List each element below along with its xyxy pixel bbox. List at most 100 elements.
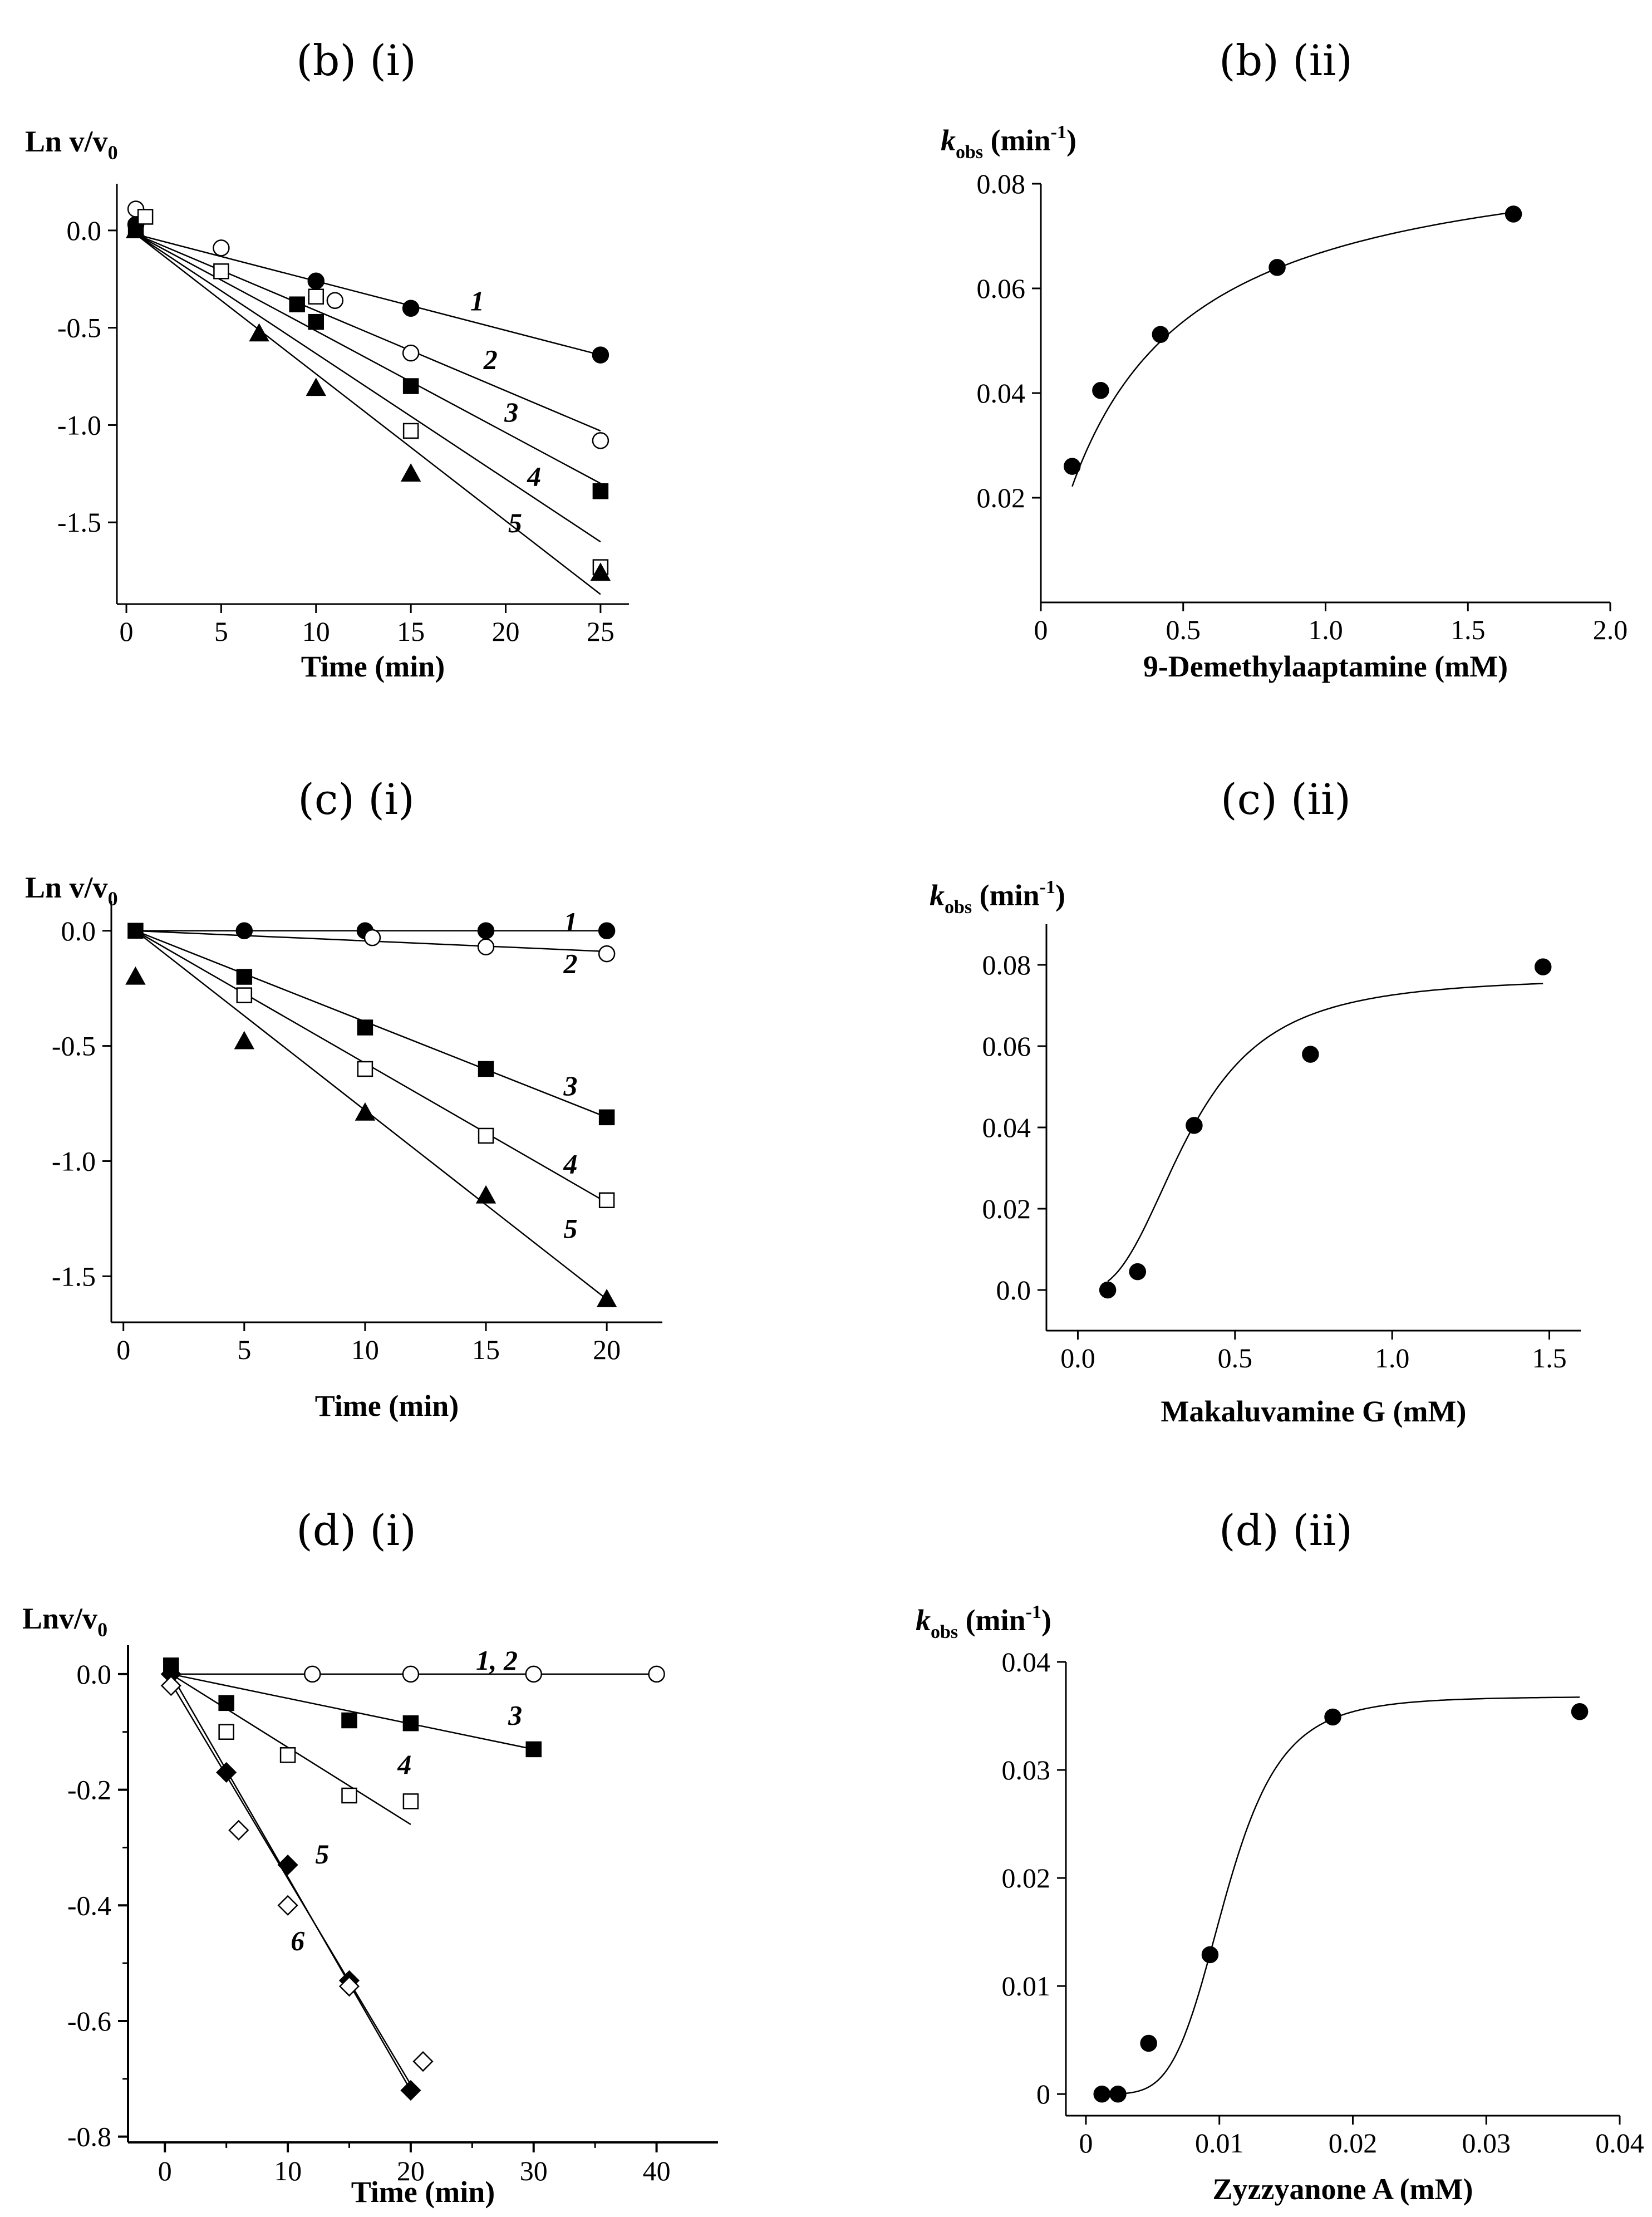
y-axis-label-sub-d-i: 0 <box>97 1618 107 1641</box>
y-axis-label-unit-b-ii: (min <box>983 124 1051 157</box>
data-point-c-i-series-4-2 <box>478 1127 494 1144</box>
data-point-d-i-series-4-2 <box>341 1787 357 1804</box>
data-point-d-i-series-6-0 <box>160 1675 181 1696</box>
y-tick-label-b-i--0-5: -0.5 <box>57 312 101 344</box>
y-axis-label-close-d-ii: ) <box>1041 1603 1051 1637</box>
y-tick-label-c-ii-0-02: 0.02 <box>982 1193 1031 1224</box>
data-point-c-i-series-1-3 <box>598 922 616 940</box>
y-axis-label-c-i: Ln v/v0 <box>25 871 118 910</box>
y-tick-label-d-ii-0-01: 0.01 <box>1002 1970 1051 2002</box>
y-tick-label-b-ii-0-08: 0.08 <box>977 168 1026 199</box>
data-point-c-i-series-3-4 <box>598 1109 615 1126</box>
data-point-b-i-series-2-4 <box>592 432 609 449</box>
data-point-b-i-series-5-3 <box>400 463 421 482</box>
y-tick-label-b-ii-0-04: 0.04 <box>977 377 1026 409</box>
x-tick-label-d-ii-0: 0 <box>1079 2127 1093 2159</box>
series-label-b-i-series-1: 1 <box>470 286 484 317</box>
y-axis-label-sub-d-ii: obs <box>931 1622 958 1642</box>
data-point-c-i-series-5-3 <box>475 1185 496 1204</box>
y-axis-label-k-b-ii: k <box>941 124 956 157</box>
x-tick-label-d-i-10: 10 <box>274 2155 302 2186</box>
y-axis-label-k-d-ii: k <box>916 1603 931 1637</box>
y-axis-label-main-d-i: Lnv/v <box>22 1602 97 1635</box>
x-axis-label-c-ii: Makaluvamine G (mM) <box>1161 1395 1467 1428</box>
data-point-d-i-series-6-4 <box>412 2051 434 2072</box>
y-axis-label-d-ii: kobs (min-1) <box>916 1602 1051 1642</box>
series-label-c-i-series-5: 5 <box>564 1213 578 1244</box>
x-tick-label-c-ii-1: 1.0 <box>1375 1342 1410 1374</box>
data-point-d-ii-5 <box>1571 1703 1589 1720</box>
data-point-d-i-series-6-2 <box>277 1895 298 1916</box>
data-point-c-i-series-4-0 <box>236 987 253 1003</box>
data-point-b-i-series-5-0 <box>125 220 146 239</box>
x-tick-label-b-ii-1-5: 1.5 <box>1451 614 1486 645</box>
series-label-d-i-series-6: 6 <box>291 1925 304 1956</box>
x-tick-label-b-i-25: 25 <box>587 616 614 647</box>
x-axis-label-b-i: Time (min) <box>301 650 445 683</box>
data-point-b-i-series-3-4 <box>592 483 609 499</box>
y-axis-label-sup-c-ii: -1 <box>1040 877 1055 897</box>
data-point-b-i-series-2-2 <box>326 292 344 309</box>
series-label-b-i-series-2: 2 <box>483 344 498 375</box>
x-tick-label-d-ii-0-03: 0.03 <box>1462 2127 1511 2159</box>
x-tick-label-b-ii-1: 1.0 <box>1308 614 1343 645</box>
data-point-c-i-series-3-2 <box>357 1019 373 1036</box>
x-tick-label-d-ii-0-01: 0.01 <box>1195 2127 1244 2159</box>
data-point-c-i-series-1-0 <box>235 922 253 940</box>
x-tick-label-b-i-5: 5 <box>214 616 228 647</box>
chart-d-ii: 0 0.01 0.02 0.03 0.04 0 0.01 0.02 0.03 0.04 Zyzzya… <box>916 1602 1644 2206</box>
series-label-c-i-series-2: 2 <box>563 948 578 979</box>
data-point-d-i-series-3-3 <box>402 1715 419 1732</box>
y-axis-label-c-ii: kobs (min-1) <box>930 877 1065 918</box>
data-point-d-i-series-6-3 <box>338 1976 360 1997</box>
y-axis-label-sup-d-ii: -1 <box>1026 1602 1041 1622</box>
series-label-d-i-series-1-2: 1, 2 <box>476 1645 518 1676</box>
y-tick-label-d-i-0: 0.0 <box>77 1659 112 1690</box>
fit-line-b-i-series-4 <box>135 233 601 543</box>
x-axis-label-d-ii: Zyzzyanone A (mM) <box>1213 2172 1473 2206</box>
data-point-d-ii-4 <box>1324 1708 1341 1726</box>
data-point-c-i-series-5-4 <box>596 1288 617 1307</box>
data-point-b-i-series-5-2 <box>306 377 327 396</box>
data-point-c-i-series-2-2 <box>598 945 616 963</box>
y-tick-label-d-ii-0-04: 0.04 <box>1002 1646 1051 1678</box>
y-tick-label-c-i--0-5: -0.5 <box>52 1031 96 1062</box>
data-point-b-i-series-1-2 <box>402 300 420 317</box>
data-point-d-ii-3 <box>1201 1946 1219 1964</box>
y-tick-label-d-ii-0-03: 0.03 <box>1002 1754 1051 1786</box>
series-label-d-i-series-4: 4 <box>397 1749 411 1780</box>
y-axis-label-sub-c-ii: obs <box>945 897 972 918</box>
y-tick-label-c-i--1: -1.0 <box>52 1145 96 1176</box>
x-tick-label-c-i-15: 15 <box>472 1334 500 1365</box>
panel-title-b-i: (b) (i) <box>296 36 416 85</box>
chart-b-ii: 0 0.5 1.0 1.5 2.0 0.02 0.04 0.06 0.08 9-Demethyla… <box>941 122 1628 683</box>
fit-curve-c-ii <box>1107 983 1543 1282</box>
data-point-b-ii-2 <box>1152 326 1169 343</box>
data-point-b-i-series-2-3 <box>402 344 420 362</box>
series-label-c-i-series-1: 1 <box>564 906 578 938</box>
y-tick-label-d-i--0-2: -0.2 <box>67 1774 111 1806</box>
series-label-d-i-series-5: 5 <box>315 1838 329 1870</box>
series-label-d-i-series-3: 3 <box>508 1700 522 1731</box>
data-point-b-ii-3 <box>1268 259 1286 276</box>
data-point-d-i-series-5-4 <box>400 2079 421 2101</box>
y-tick-label-d-ii-0-02: 0.02 <box>1002 1862 1051 1894</box>
y-tick-label-b-ii-0-06: 0.06 <box>977 273 1026 304</box>
x-tick-label-d-i-0: 0 <box>158 2155 172 2186</box>
series-label-b-i-series-5: 5 <box>508 507 522 538</box>
panel-title-c-ii: (c) (ii) <box>1221 774 1351 824</box>
data-point-b-i-series-3-2 <box>308 313 324 330</box>
y-axis-label-unit-d-ii: (min <box>958 1603 1026 1637</box>
y-axis-label-sup-b-ii: -1 <box>1051 122 1066 143</box>
data-point-c-i-series-1-2 <box>477 922 495 940</box>
data-point-d-i-series-1-2-2 <box>525 1665 542 1683</box>
y-tick-label-b-ii-0-02: 0.02 <box>977 482 1026 513</box>
y-axis-label-d-i: Lnv/v0 <box>22 1602 107 1641</box>
x-tick-label-d-i-30: 30 <box>520 2155 548 2186</box>
chart-c-ii: 0.0 0.5 1.0 1.5 0.0 0.02 0.04 0.06 0.08 Makaluvam… <box>930 877 1581 1428</box>
data-point-d-ii-1 <box>1109 2085 1127 2103</box>
data-point-d-i-series-4-0 <box>218 1724 234 1740</box>
y-tick-label-c-ii-0-04: 0.04 <box>982 1112 1031 1143</box>
